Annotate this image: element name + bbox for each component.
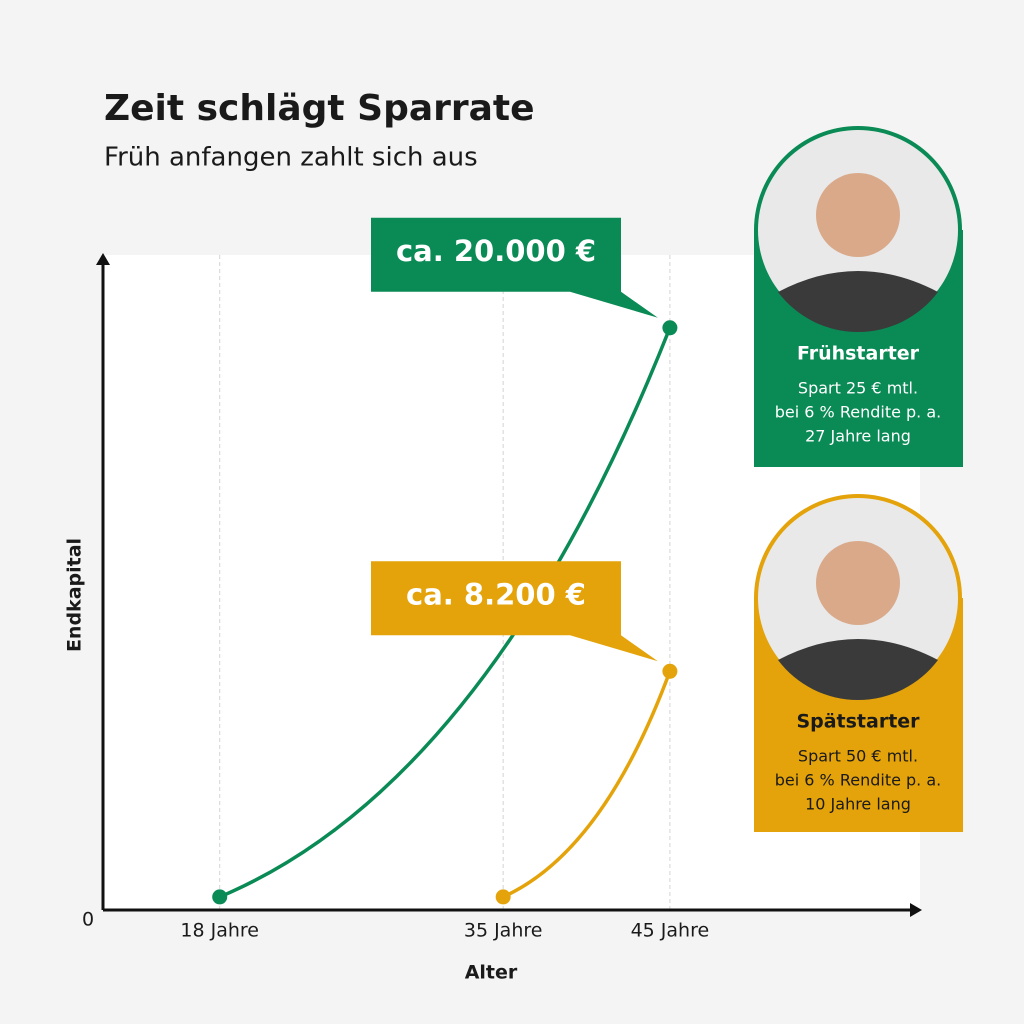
value-label: ca. 20.000 € [396, 234, 596, 268]
y-axis-label: Endkapital [64, 538, 86, 652]
x-tick-label: 45 Jahre [631, 920, 710, 942]
chart-title: Zeit schlägt Sparrate [104, 88, 535, 129]
point [662, 663, 678, 679]
y-tick-label: 0 [82, 909, 94, 931]
x-tick-label: 35 Jahre [464, 920, 543, 942]
legend-entry: Spätstarter [796, 711, 920, 733]
card-text: 27 Jahre lang [805, 427, 911, 446]
line [219, 327, 672, 899]
card-text: Spart 25 € mtl. [798, 379, 918, 398]
photo-silhouette [778, 639, 938, 700]
x-tick-label: 18 Jahre [180, 920, 259, 942]
value-label: ca. 8.200 € [406, 577, 586, 611]
callout [371, 217, 658, 318]
legend-entry: Frühstarter [797, 343, 920, 365]
point [495, 889, 511, 905]
line [502, 670, 672, 899]
point [212, 889, 228, 905]
x-axis-arrow [910, 903, 922, 917]
y-axis-arrow [96, 253, 110, 265]
card-text: Spart 50 € mtl. [798, 747, 918, 766]
photo-silhouette [778, 271, 938, 333]
card-text: bei 6 % Rendite p. a. [775, 771, 942, 790]
photo-head [816, 541, 900, 625]
card-text: bei 6 % Rendite p. a. [775, 403, 942, 422]
callout [371, 561, 658, 662]
card-text: 10 Jahre lang [805, 795, 911, 814]
point [662, 320, 678, 336]
photo-head [816, 173, 900, 257]
x-axis-label: Alter [465, 962, 518, 984]
chart-subtitle: Früh anfangen zahlt sich aus [104, 143, 478, 173]
plot: ca. 20.000 € Frühstarter Spart 25 € mtl. be… [212, 126, 963, 905]
